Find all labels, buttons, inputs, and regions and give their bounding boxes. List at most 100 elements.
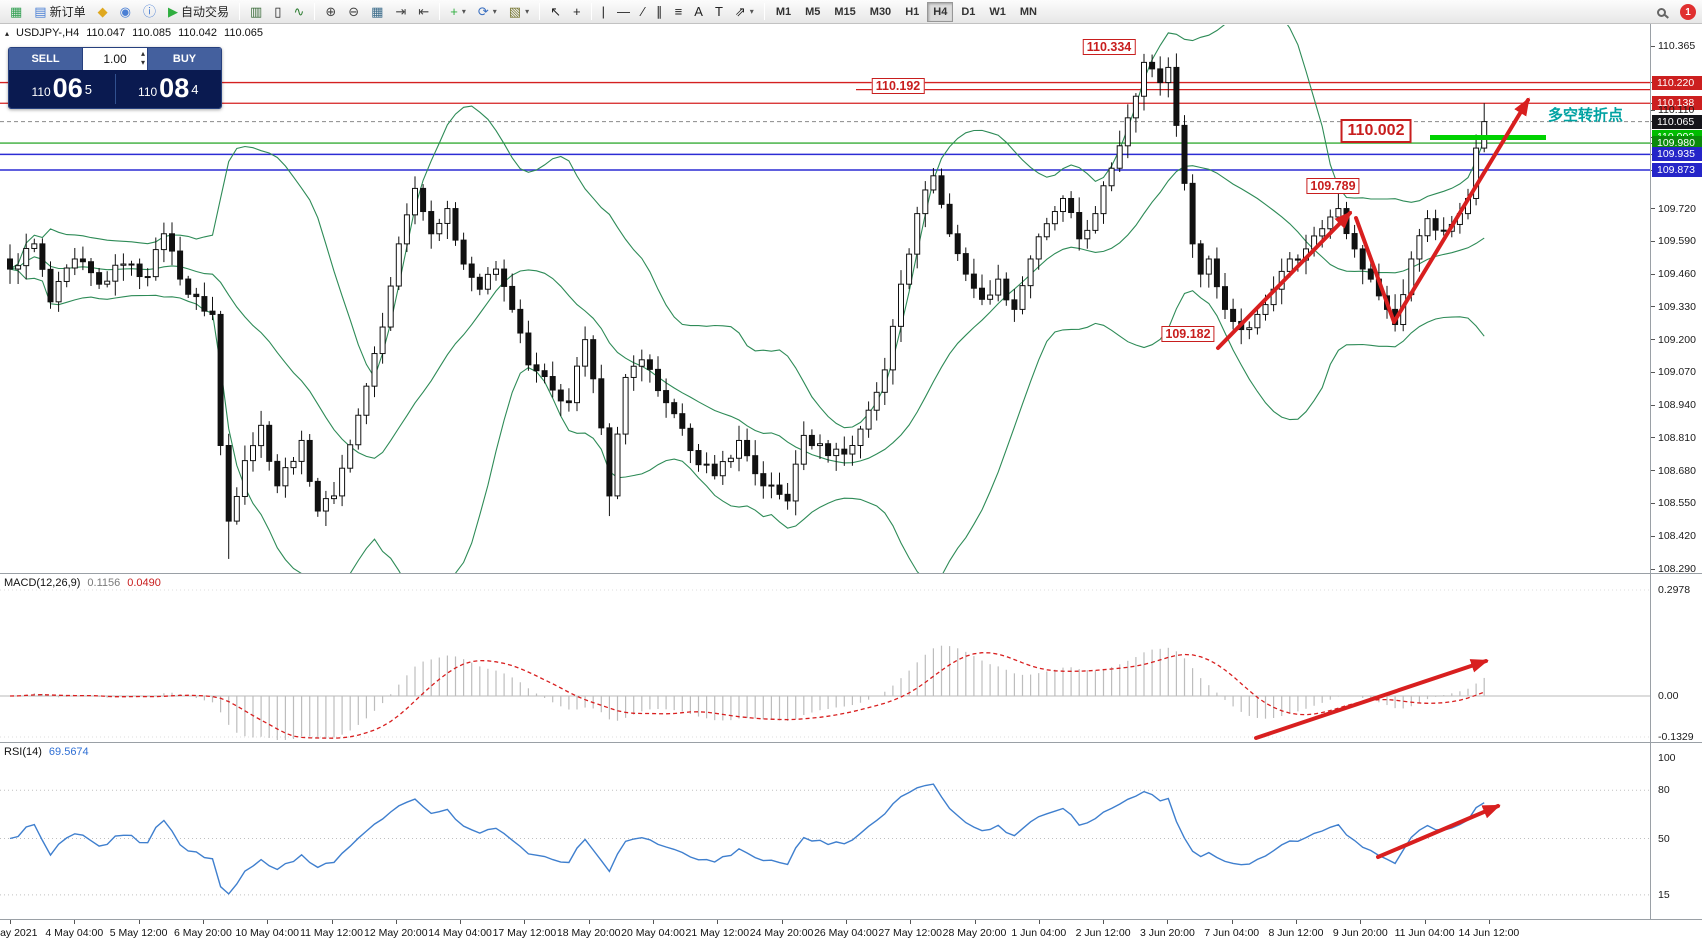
- buy-price[interactable]: 110 08 4: [116, 72, 222, 106]
- timeframe-h1[interactable]: H1: [899, 2, 925, 22]
- periods-icon: ⟳: [477, 4, 489, 19]
- crosshair-icon: +: [573, 4, 581, 19]
- candlestick-chart-button[interactable]: ▯: [269, 2, 286, 22]
- timeframe-m15[interactable]: M15: [828, 2, 861, 22]
- metaeditor-icon: ◆: [97, 4, 108, 19]
- chart-shift-icon: ⇤: [418, 4, 430, 19]
- low-value: 110.042: [178, 27, 218, 39]
- time-axis-tick-mark: [845, 920, 847, 924]
- timeframe-m30[interactable]: M30: [864, 2, 897, 22]
- metaeditor-button[interactable]: ◆: [93, 2, 113, 22]
- time-axis-label: 11 May 12:00: [300, 927, 363, 939]
- trend-arrow[interactable]: [1254, 659, 1489, 740]
- price-axis-label: 108.420: [1658, 530, 1696, 543]
- time-axis-tick-mark: [1231, 920, 1233, 924]
- volume-spinner[interactable]: ▴ ▾: [141, 49, 145, 67]
- time-axis-label: 18 May 20:00: [556, 927, 621, 939]
- market-watch-icon: ◉: [119, 4, 131, 19]
- price-axis-label: 109.590: [1658, 235, 1696, 248]
- time-axis-tick-mark: [1103, 920, 1105, 924]
- auto-scroll-icon: ⇥: [395, 4, 407, 19]
- indicators-button[interactable]: + ▾: [445, 2, 471, 22]
- price-axis-tick-mark: [1651, 306, 1655, 308]
- time-axis-label: 26 May 04:00: [814, 927, 878, 939]
- line-chart-button[interactable]: ∿: [288, 2, 309, 22]
- cursor-icon: ↖: [550, 4, 562, 19]
- toolbar-separator: [590, 3, 592, 20]
- timeframe-d1[interactable]: D1: [955, 2, 981, 22]
- timeframe-w1[interactable]: W1: [983, 2, 1012, 22]
- spinner-down-icon[interactable]: ▾: [140, 58, 145, 67]
- auto-scroll-button[interactable]: ⇥: [390, 2, 411, 22]
- timeframe-m5[interactable]: M5: [799, 2, 826, 22]
- text-label-button[interactable]: T: [710, 2, 728, 22]
- macd-scale-label: -0.1329: [1658, 731, 1694, 743]
- notification-badge[interactable]: 1: [1680, 4, 1696, 20]
- timeframe-h4[interactable]: H4: [927, 1, 954, 22]
- horizontal-line-button[interactable]: —: [612, 2, 635, 22]
- time-axis-label: 12 May 20:00: [363, 927, 428, 939]
- equidistant-channel-button[interactable]: ∥: [651, 2, 668, 22]
- price-axis[interactable]: 110.365110.220110.138110.110110.065110.0…: [1650, 24, 1702, 919]
- tile-windows-button[interactable]: ▦: [366, 2, 388, 22]
- zoom-in-button[interactable]: ⊕: [320, 2, 341, 22]
- time-axis-label: 4 May 04:00: [45, 927, 104, 939]
- dropdown-caret-icon: ▾: [461, 7, 466, 16]
- price-axis-label: 108.680: [1658, 464, 1696, 477]
- time-axis-tick-mark: [974, 920, 976, 924]
- price-axis-badge: 110.138: [1652, 96, 1702, 111]
- autotrading-button[interactable]: ▶ 自动交易: [163, 2, 234, 22]
- price-axis-badge: 109.873: [1652, 163, 1702, 177]
- new-order-button[interactable]: ▤ 新订单: [29, 2, 90, 22]
- new-chart-button[interactable]: ▦: [5, 2, 27, 22]
- price-axis-label: 109.720: [1658, 202, 1696, 215]
- open-value: 110.047: [86, 27, 126, 39]
- trend-arrow[interactable]: [1216, 210, 1353, 350]
- text-button[interactable]: A: [689, 2, 708, 22]
- new-chart-icon: ▦: [10, 4, 23, 19]
- volume-value: 1.00: [103, 52, 127, 66]
- arrows-button[interactable]: ⇗ ▾: [730, 2, 759, 22]
- volume-field[interactable]: 1.00 ▴ ▾: [82, 48, 148, 70]
- time-axis-tick-mark: [910, 920, 912, 924]
- trend-arrow[interactable]: [1354, 216, 1396, 324]
- rsi-value: 69.5674: [48, 746, 89, 758]
- time-axis-tick-mark: [1424, 920, 1426, 924]
- chart-shift-button[interactable]: ⇤: [413, 2, 434, 22]
- periods-button[interactable]: ⟳ ▾: [473, 2, 502, 22]
- time-axis-tick-mark: [395, 920, 397, 924]
- rsi-scale-label: 15: [1658, 888, 1670, 901]
- indicators-icon: +: [450, 4, 458, 19]
- timeframe-mn[interactable]: MN: [1014, 2, 1043, 22]
- sell-price[interactable]: 110 06 5: [9, 72, 115, 106]
- cursor-button[interactable]: ↖: [545, 2, 566, 22]
- time-axis-label: 20 May 04:00: [621, 927, 685, 939]
- buy-button[interactable]: BUY: [148, 48, 221, 70]
- collapse-triangle-icon[interactable]: ▴: [5, 28, 10, 38]
- search-button[interactable]: [1652, 2, 1671, 22]
- time-axis-label: 27 May 12:00: [878, 927, 943, 939]
- trade-panel-buttons-row: SELL 1.00 ▴ ▾ BUY: [9, 48, 221, 70]
- data-window-button[interactable]: ⓘ: [138, 2, 161, 22]
- trend-arrow[interactable]: [1376, 804, 1501, 859]
- zoom-out-button[interactable]: ⊖: [343, 2, 364, 22]
- market-watch-button[interactable]: ◉: [115, 2, 136, 22]
- text-icon: A: [694, 4, 703, 19]
- trend-arrow[interactable]: [1392, 97, 1530, 324]
- line-chart-icon: ∿: [293, 4, 305, 19]
- sell-button[interactable]: SELL: [9, 48, 82, 70]
- crosshair-button[interactable]: +: [568, 2, 586, 22]
- time-axis[interactable]: 3 May 2021 4 May 04:00 5 May 12:00 6 May 20…: [0, 919, 1702, 946]
- spinner-up-icon[interactable]: ▴: [140, 49, 145, 58]
- fibonacci-button[interactable]: ≡: [670, 2, 688, 22]
- horizontal-line-icon: —: [617, 4, 630, 19]
- timeframe-m1[interactable]: M1: [770, 2, 797, 22]
- vertical-line-button[interactable]: |: [597, 2, 610, 22]
- horizontal-lines-layer[interactable]: [0, 81, 1650, 171]
- bar-chart-button[interactable]: ▥: [245, 2, 267, 22]
- templates-button[interactable]: ▧ ▾: [504, 2, 534, 22]
- search-icon: [1657, 7, 1666, 17]
- trendline-button[interactable]: ∕: [637, 2, 649, 22]
